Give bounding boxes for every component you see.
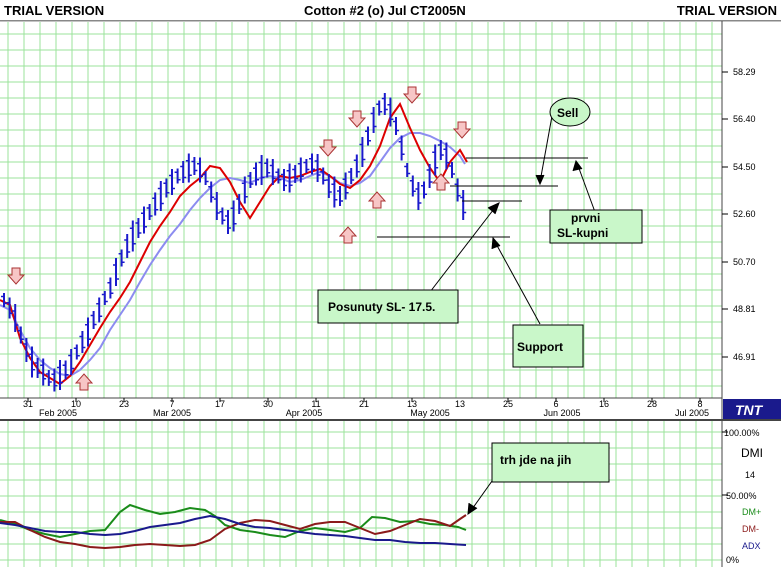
sell-arrow-icon [6,267,26,285]
signal-arrows [6,86,472,391]
price-axis-label: 54.50 [733,162,756,172]
date-axis-day: 8 [697,399,702,409]
callout-arrows [429,115,596,515]
callout-sell: Sell [549,97,591,127]
chart-title: Cotton #2 (o) Jul CT2005N [304,3,466,18]
indicator-axis-mid: 50.00% [726,491,757,501]
trial-label-right: TRIAL VERSION [676,3,777,18]
sell-arrow-icon [452,121,472,139]
callout-support: Support [512,324,584,368]
indicator-axis: 100.00% 14 50.00% 0% DMI DM+ DM- ADX [722,428,763,565]
legend-dm-plus: DM+ [742,507,761,517]
legend-adx: ADX [742,541,761,551]
sell-arrow-icon [347,110,367,128]
callout-sell-text: Sell [557,106,578,120]
date-axis-day: 11 [311,399,320,409]
buy-arrow-icon [74,373,94,391]
date-axis-month: May 2005 [410,408,450,418]
date-axis-day: 7 [169,399,174,409]
price-axis-label: 46.91 [733,352,756,362]
trial-label-left: TRIAL VERSION [4,3,105,18]
date-axis-day: 6 [553,399,558,409]
buy-arrow-icon [367,191,387,209]
sell-arrow-icon [318,139,338,157]
date-axis-day: 25 [503,399,513,409]
indicator-axis-period: 14 [745,470,755,480]
fast-moving-average-line [0,101,468,386]
date-axis-month: Jul 2005 [675,408,709,418]
price-bars [1,93,467,392]
callout-posunuty: Posunuty SL- 17.5. [317,289,459,324]
date-axis-day: 23 [119,399,129,409]
tnt-logo-text: TNT [735,402,764,418]
callout-trh: trh jde na jih [491,442,610,483]
indicator-axis-min: 0% [726,555,739,565]
callout-prvni-line2: SL-kupni [557,226,608,240]
date-axis-month: Apr 2005 [286,408,323,418]
date-axis-day: 10 [71,399,81,409]
slow-moving-average-line [0,132,466,378]
date-axis-day: 17 [215,399,225,409]
price-axis-label: 50.70 [733,257,756,267]
tnt-logo: TNT [723,399,781,419]
price-axis-label: 52.60 [733,209,756,219]
price-axis-label: 58.29 [733,67,756,77]
date-axis-month: Mar 2005 [153,408,191,418]
buy-arrow-icon [431,173,451,191]
callout-support-text: Support [517,340,563,354]
callout-prvni-line1: prvni [571,211,600,225]
indicator-axis-max: 100.00% [724,428,760,438]
buy-arrow-icon [338,226,358,244]
title-bar: TRIAL VERSION Cotton #2 (o) Jul CT2005N … [0,0,781,21]
price-axis-label: 48.81 [733,304,756,314]
price-axis-label: 56.40 [733,114,756,124]
date-axis-day: 16 [599,399,609,409]
sell-arrow-icon [402,86,422,104]
legend-dm-minus: DM- [742,524,759,534]
price-grid [0,22,722,398]
date-axis-day: 21 [359,399,369,409]
indicator-title: DMI [741,446,763,460]
date-axis-day: 30 [263,399,273,409]
date-axis-month: Jun 2005 [543,408,580,418]
indicator-grid [0,421,722,567]
date-axis-day: 13 [407,399,417,409]
price-axis: 58.29 56.40 54.50 52.60 50.70 48.81 46.91 [722,67,756,362]
adx-line [0,514,467,546]
date-axis-month: Feb 2005 [39,408,77,418]
callout-prvni: prvni SL-kupni [549,209,643,244]
date-axis-day: 13 [455,399,465,409]
date-axis: 31 10 23 7 17 30 11 21 13 25 6 16 28 8 13 Feb 2005 Mar 2… [23,398,709,418]
callout-trh-text: trh jde na jih [500,453,571,467]
callout-posunuty-text: Posunuty SL- 17.5. [328,300,435,314]
stop-loss-lines [377,157,588,238]
date-axis-day: 28 [647,399,657,409]
date-axis-day: 31 [23,399,33,409]
